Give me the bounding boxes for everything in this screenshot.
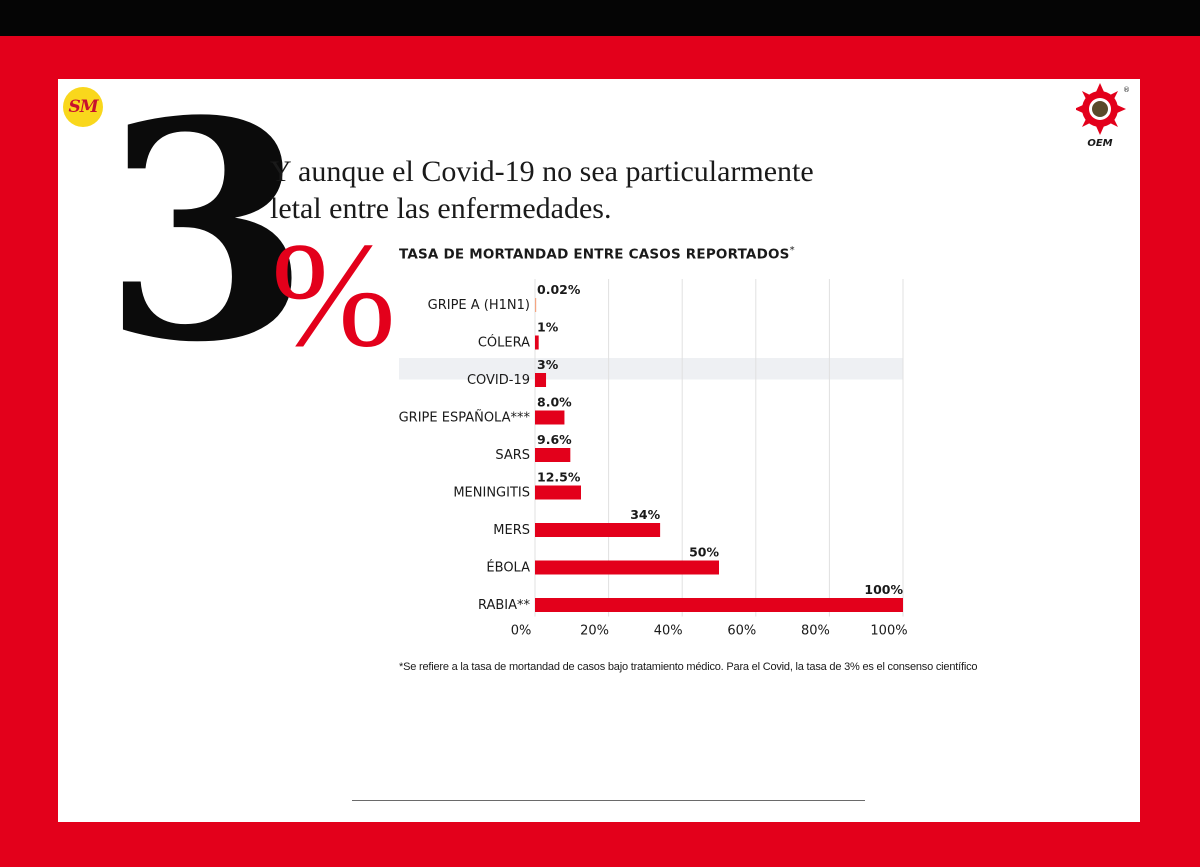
registered-mark: ® [1123,86,1130,94]
x-tick-label: 0% [511,624,532,639]
hero-percent-sign: % [271,212,396,378]
top-black-bar [0,0,1200,36]
bar [535,598,903,612]
data-label: 12.5% [537,470,581,485]
infographic-card: SM ® OEM 3 % Y aunque el Covid-19 no sea… [58,79,1140,822]
bar [535,373,547,387]
data-label: 1% [537,320,559,335]
data-label: 8.0% [537,395,572,410]
footnote: *Se refiere a la tasa de mortandad de ca… [399,661,978,673]
oem-logo-text: OEM [1087,138,1112,149]
bar [535,560,719,575]
category-label: SARS [495,448,530,463]
bar [535,298,537,312]
category-label: GRIPE ESPAÑOLA*** [399,410,531,426]
x-tick-label: 20% [580,624,609,639]
category-label: ÉBOLA [486,560,530,576]
data-label: 3% [537,357,559,372]
category-label: MERS [493,523,530,538]
data-label: 9.6% [537,432,572,447]
headline: Y aunque el Covid-19 no sea particularme… [270,155,814,225]
bar [535,523,661,537]
bar [535,485,581,500]
highlight-row-bg [399,358,903,380]
x-tick-label: 40% [654,624,683,639]
bar [535,410,565,425]
data-label: 50% [689,545,719,560]
bar [535,335,539,350]
oem-logo: ® OEM [1076,83,1130,149]
chart-title: TASA DE MORTANDAD ENTRE CASOS REPORTADOS… [399,245,819,263]
data-label: 0.02% [537,282,581,297]
data-label: 34% [630,507,660,522]
bar [535,448,571,462]
category-label: COVID-19 [467,373,530,388]
chart-title-mark: * [789,245,795,256]
x-tick-label: 100% [870,624,907,639]
category-label: RABIA** [478,598,531,613]
data-label: 100% [864,582,903,597]
category-label: CÓLERA [478,335,530,351]
mortality-bar-chart: 0% 20% 40% 60% 80% 100% GRIPE A (H1N1) 0.02% CÓL… [399,279,908,639]
sol-de-mexico-logo: SM [63,87,103,127]
logo-sm-text: SM [68,97,98,117]
category-label: MENINGITIS [453,486,530,501]
x-tick-label: 80% [801,624,830,639]
hero-number: 3 [102,55,311,408]
bottom-divider [352,800,865,801]
category-label: GRIPE A (H1N1) [428,298,530,313]
x-tick-label: 60% [727,624,756,639]
chart-title-text: TASA DE MORTANDAD ENTRE CASOS REPORTADOS [399,246,790,263]
